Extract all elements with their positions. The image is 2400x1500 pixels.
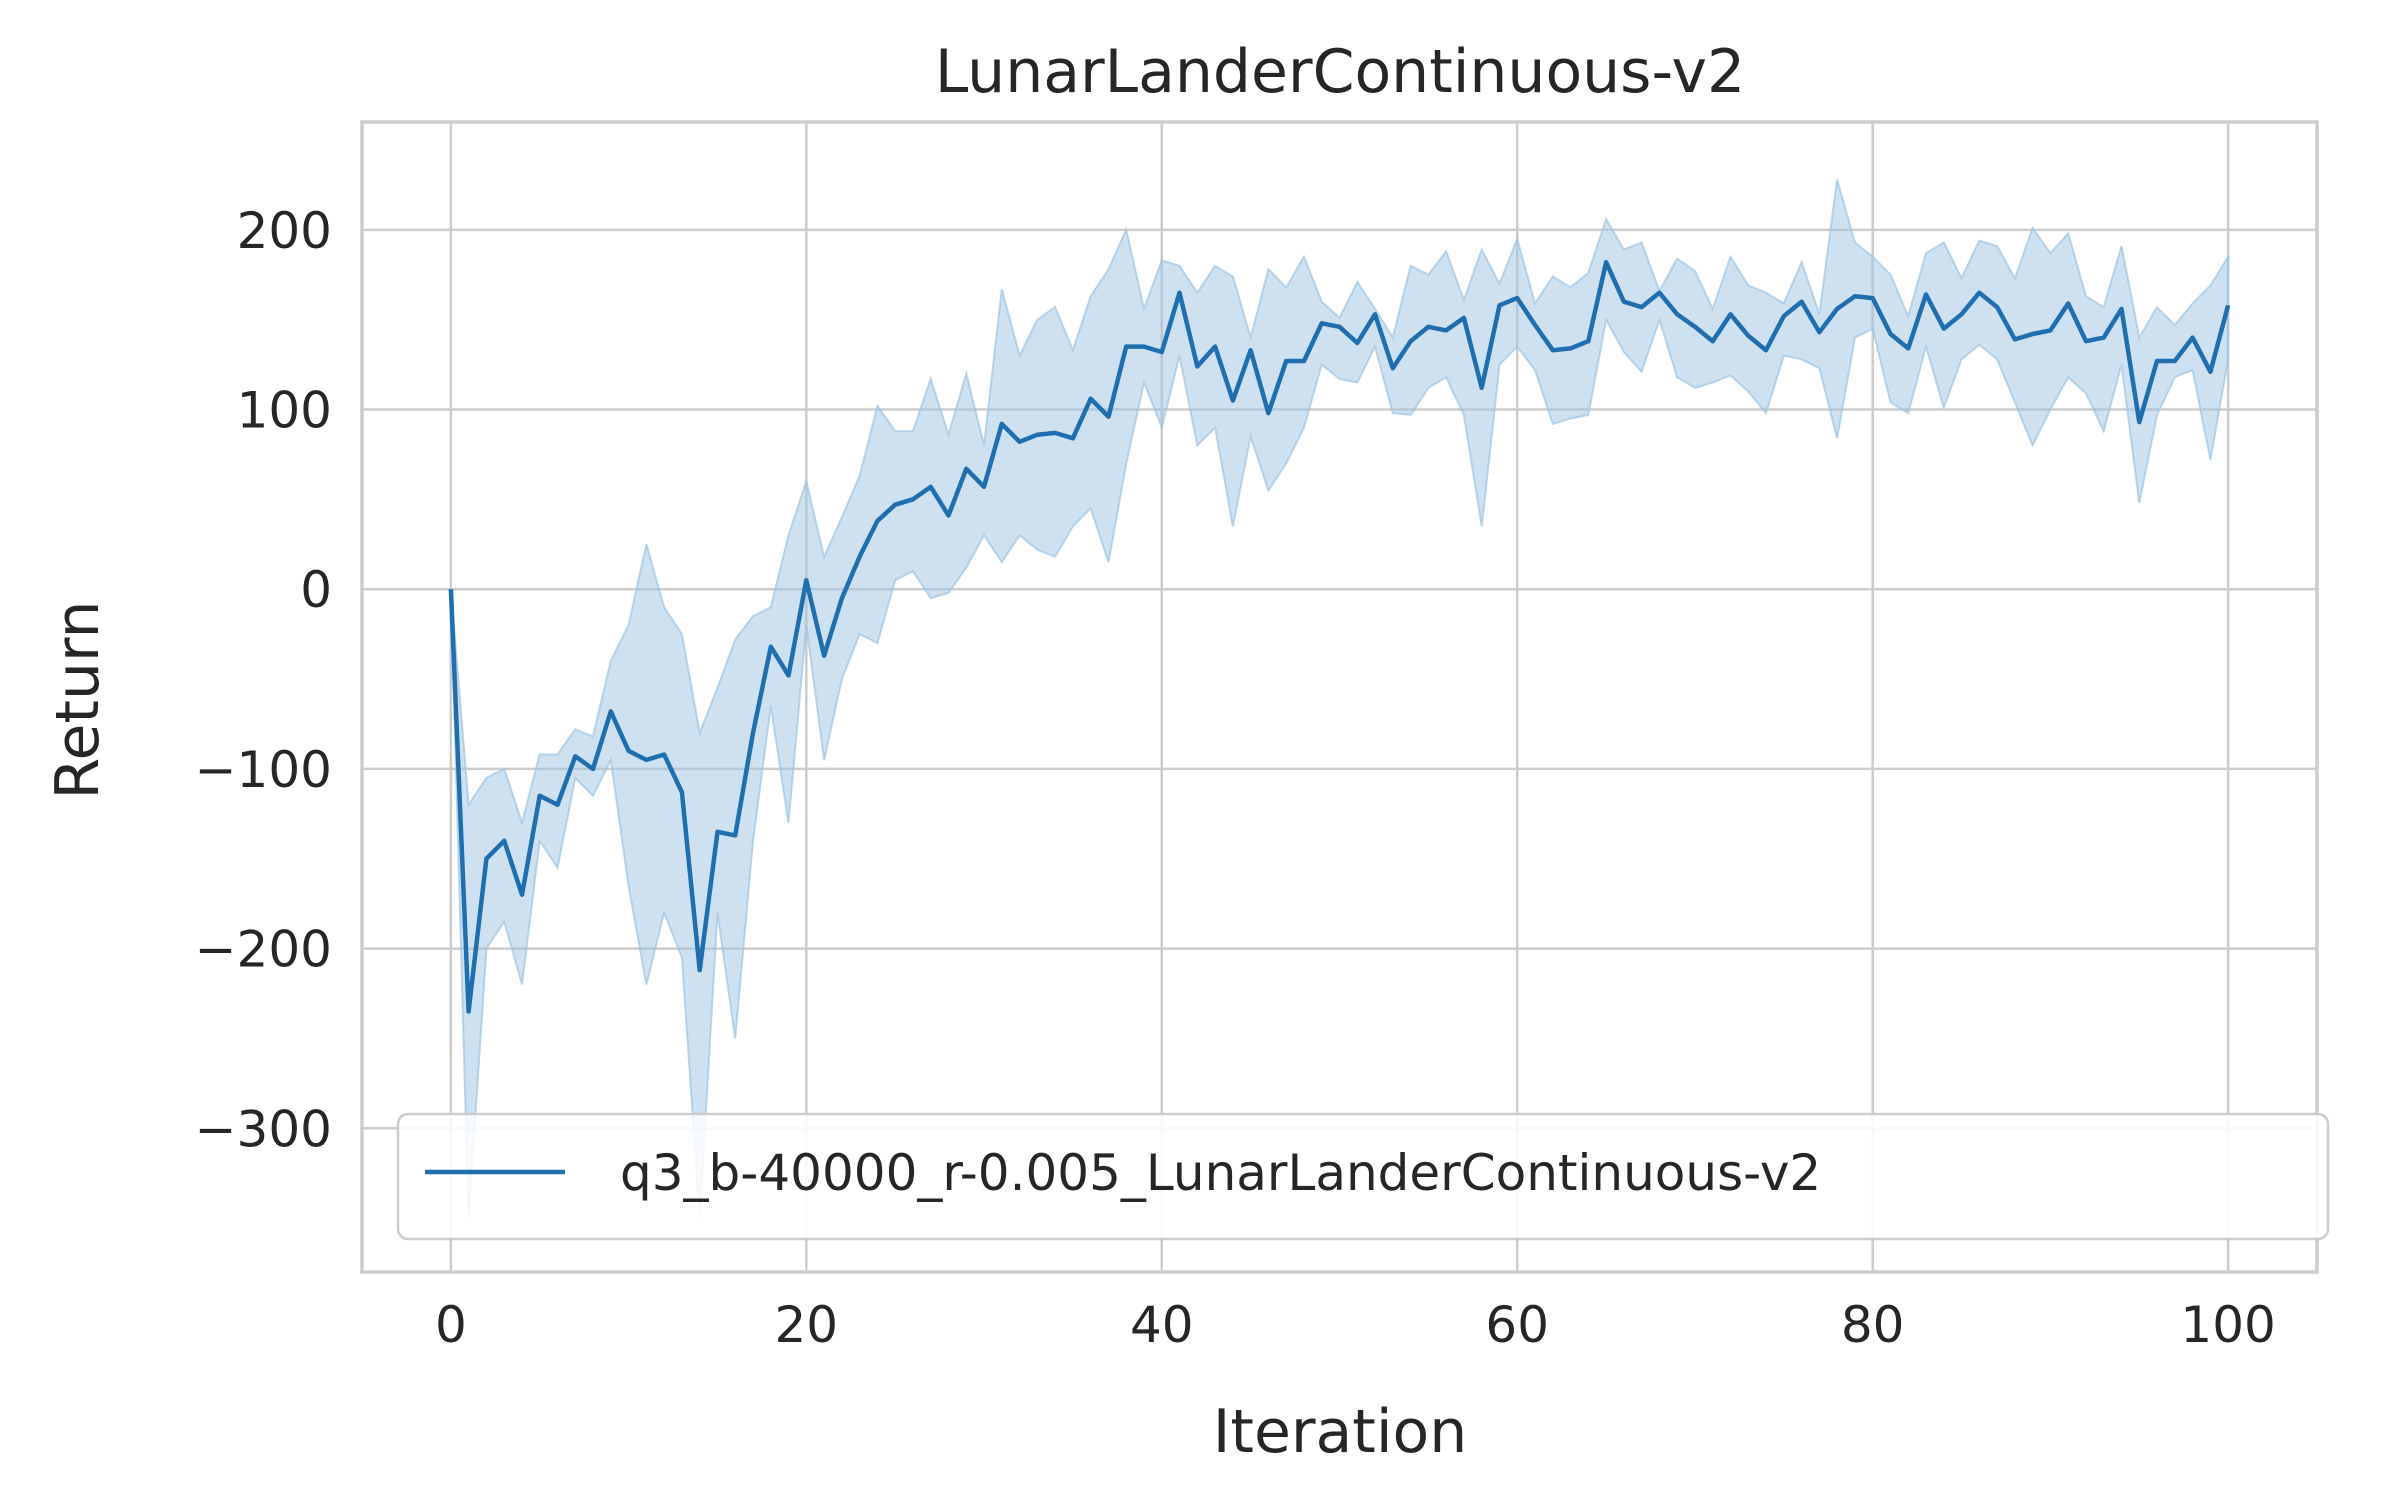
- x-axis-label: Iteration: [1213, 1397, 1468, 1467]
- x-tick-label: 0: [435, 1296, 467, 1354]
- mean-line: [448, 259, 2231, 1014]
- legend-box: [396, 1112, 2330, 1241]
- plot-frame: [360, 120, 2319, 1274]
- y-tick-labels: −300 −200 −100 0 100 200: [195, 202, 332, 1158]
- x-tick-label: 20: [775, 1296, 839, 1354]
- y-tick-label: −300: [195, 1100, 332, 1158]
- chart-title: LunarLanderContinuous-v2: [935, 37, 1745, 107]
- x-tick-label: 100: [2180, 1296, 2275, 1354]
- confidence-band: [449, 179, 2230, 1219]
- x-tick-labels: 0 20 40 60 80 100: [435, 1296, 2276, 1354]
- x-tick-label: 60: [1485, 1296, 1549, 1354]
- y-tick-label: 0: [300, 561, 332, 619]
- legend: q3_b-40000_r-0.005_LunarLanderContinuous…: [396, 1112, 2330, 1241]
- y-tick-label: −100: [195, 741, 332, 799]
- x-tick-label: 40: [1130, 1296, 1194, 1354]
- y-axis-label: Return: [43, 600, 113, 799]
- y-tick-label: 100: [237, 382, 332, 440]
- legend-label: q3_b-40000_r-0.005_LunarLanderContinuous…: [620, 1144, 1821, 1202]
- y-tick-label: −200: [195, 921, 332, 979]
- y-tick-label: 200: [237, 202, 332, 260]
- x-tick-label: 80: [1841, 1296, 1905, 1354]
